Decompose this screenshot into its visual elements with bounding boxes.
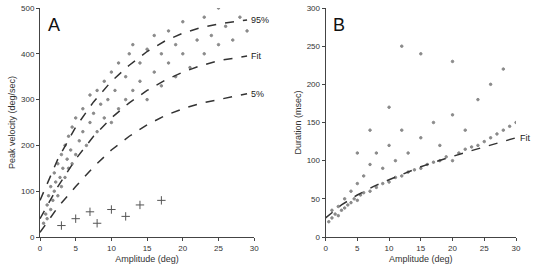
svg-text:250: 250	[307, 42, 321, 51]
svg-text:Amplitude (deg): Amplitude (deg)	[115, 254, 179, 264]
svg-text:400: 400	[21, 50, 35, 59]
svg-text:Peak velocity (deg/sec): Peak velocity (deg/sec)	[7, 76, 17, 169]
svg-text:10: 10	[385, 244, 394, 253]
svg-text:15: 15	[143, 244, 152, 253]
svg-text:5: 5	[355, 244, 360, 253]
svg-text:25: 25	[480, 244, 489, 253]
svg-text:150: 150	[307, 118, 321, 127]
svg-text:50: 50	[311, 195, 320, 204]
svg-text:25: 25	[214, 244, 223, 253]
svg-text:20: 20	[448, 244, 457, 253]
svg-text:30: 30	[250, 244, 259, 253]
svg-text:30: 30	[512, 244, 521, 253]
svg-text:5: 5	[73, 244, 78, 253]
svg-text:0: 0	[316, 233, 321, 242]
svg-text:A: A	[48, 15, 60, 35]
svg-text:Amplitude (deg): Amplitude (deg)	[389, 254, 453, 264]
svg-text:10: 10	[107, 244, 116, 253]
svg-text:300: 300	[307, 4, 321, 13]
svg-text:5%: 5%	[251, 89, 264, 99]
svg-text:B: B	[333, 15, 345, 35]
svg-text:500: 500	[21, 4, 35, 13]
svg-text:0: 0	[323, 244, 328, 253]
svg-text:Fit: Fit	[520, 133, 530, 143]
svg-text:300: 300	[21, 95, 35, 104]
svg-text:0: 0	[30, 233, 35, 242]
svg-text:0: 0	[38, 244, 43, 253]
svg-text:100: 100	[21, 187, 35, 196]
svg-text:95%: 95%	[251, 15, 269, 25]
svg-text:Duration (msec): Duration (msec)	[293, 90, 303, 154]
svg-text:15: 15	[416, 244, 425, 253]
svg-text:200: 200	[307, 80, 321, 89]
svg-text:200: 200	[21, 141, 35, 150]
svg-text:20: 20	[178, 244, 187, 253]
svg-text:100: 100	[307, 156, 321, 165]
svg-text:Fit: Fit	[251, 51, 261, 61]
